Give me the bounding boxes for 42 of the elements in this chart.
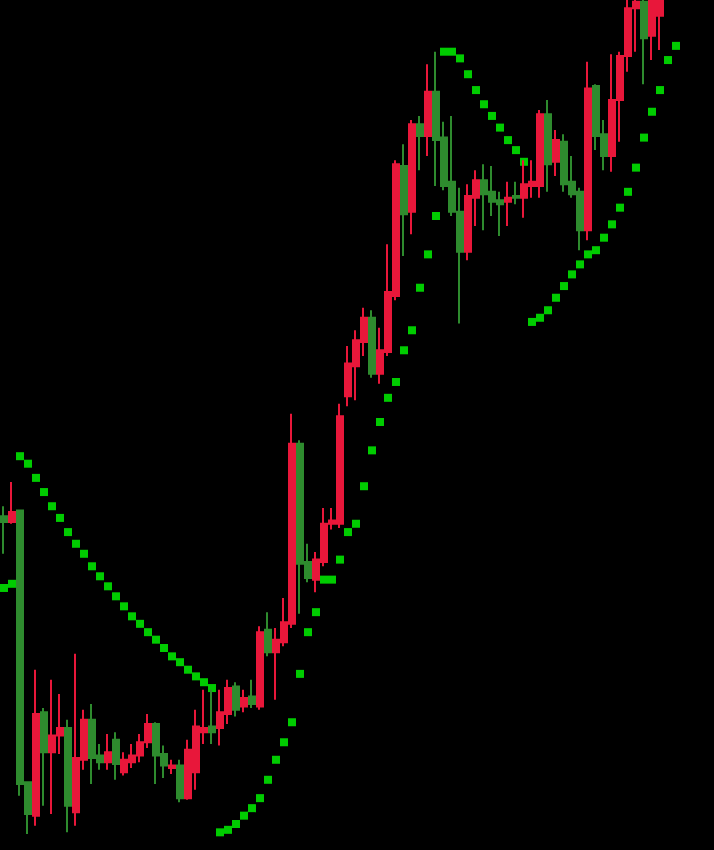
candlestick [400,143,408,258]
candlestick [168,758,176,775]
candlestick [584,60,592,242]
candlestick [176,758,184,804]
candlestick [536,109,544,199]
candlestick [552,129,560,177]
candlestick [208,688,216,745]
candlestick [72,652,80,827]
candlestick [336,402,344,529]
candlestick [416,114,424,172]
candlestick [656,0,664,52]
candlestick [432,50,440,187]
candlestick [424,63,432,157]
candlestick [264,611,272,658]
candlestick [64,718,72,834]
candlestick [480,163,488,232]
candlestick [112,731,120,781]
candlestick [560,133,568,193]
candlestick [120,751,128,777]
candlestick [32,668,40,827]
candlestick [152,721,160,785]
candlestick [128,742,136,770]
candlestick [248,678,256,710]
candlestick [608,53,616,173]
candlestick [48,678,56,815]
candlestick [104,732,112,771]
candlestick [88,702,96,785]
candlestick [240,688,248,714]
candlestick [8,481,16,525]
candlestick [640,0,648,86]
candlestick [0,505,8,555]
candlestick [256,625,264,711]
candlestick [368,309,376,379]
candlestick [512,180,520,206]
candlestick [648,0,656,62]
candlestick [408,119,416,236]
candlestick [544,99,552,193]
candlestick [296,439,304,615]
candlestick [40,707,48,807]
candlestick [504,180,512,228]
candlestick [232,681,240,718]
candlestick [216,688,224,747]
